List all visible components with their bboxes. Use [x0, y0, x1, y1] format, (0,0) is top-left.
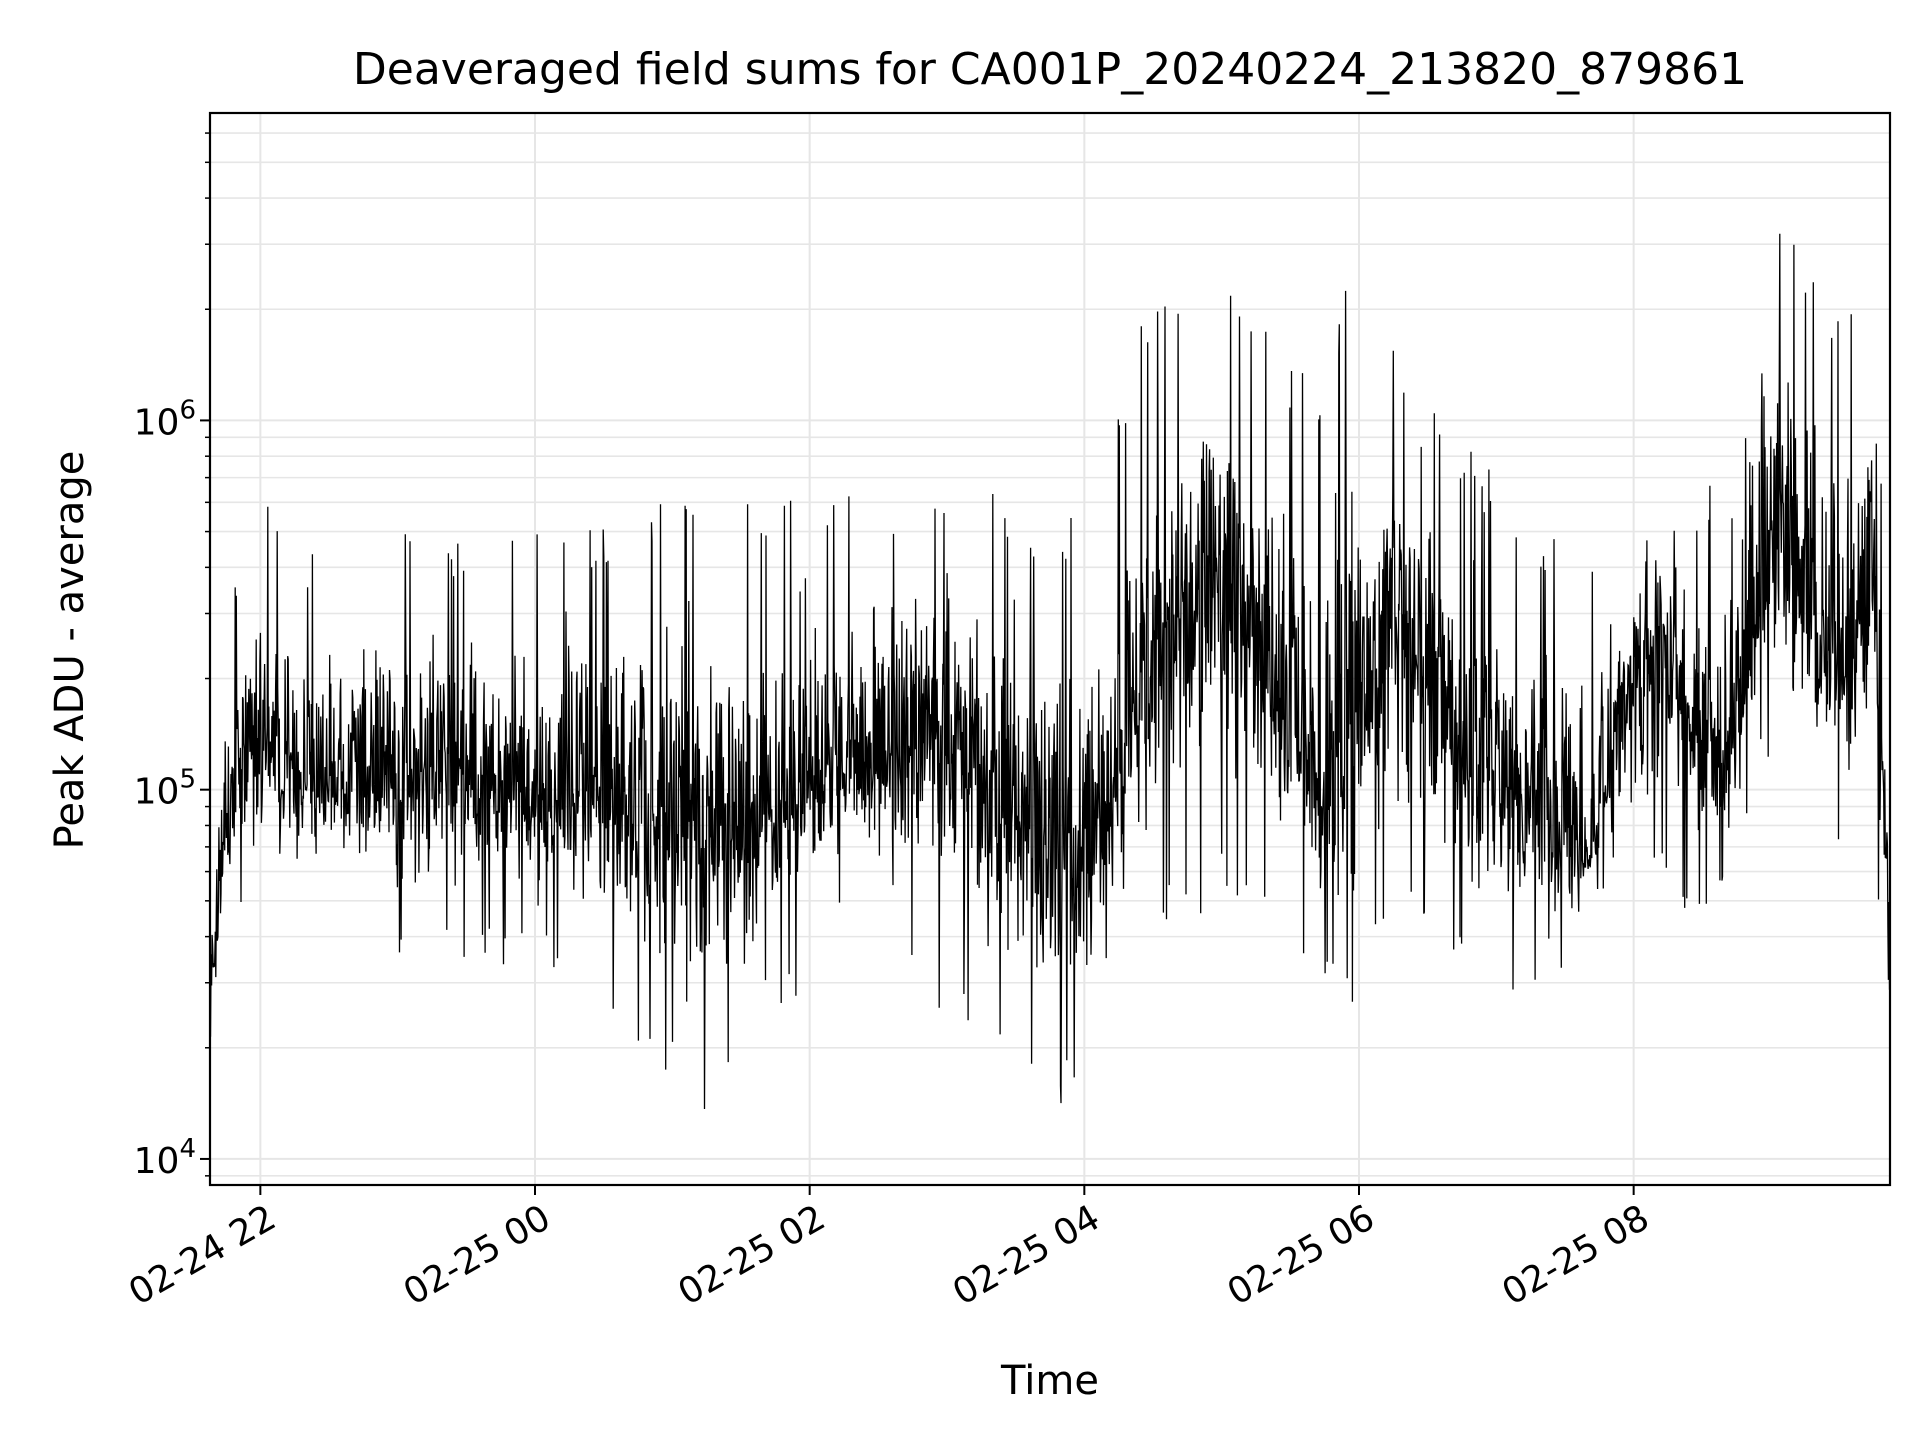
plot-frame: [208, 111, 1892, 1187]
x-tick-label: 02-25 00: [397, 1197, 558, 1313]
y-axis-label: Peak ADU - average: [47, 450, 93, 850]
series-line: [209, 233, 1891, 1110]
x-tick-label: 02-25 08: [1495, 1197, 1656, 1313]
series-layer: [209, 233, 1891, 1110]
chart-title: Deaveraged field sums for CA001P_2024022…: [352, 44, 1748, 95]
x-axis-label: Time: [1001, 1358, 1099, 1404]
x-tick-label: 02-25 02: [671, 1197, 832, 1313]
x-tick-label: 02-25 04: [946, 1197, 1107, 1313]
y-tick-label: 105: [134, 765, 196, 813]
y-tick-label: 104: [134, 1134, 196, 1182]
x-tick-label: 02-25 06: [1221, 1197, 1382, 1313]
y-tick-label: 106: [134, 395, 196, 443]
x-tick-label: 02-24 22: [122, 1197, 283, 1313]
